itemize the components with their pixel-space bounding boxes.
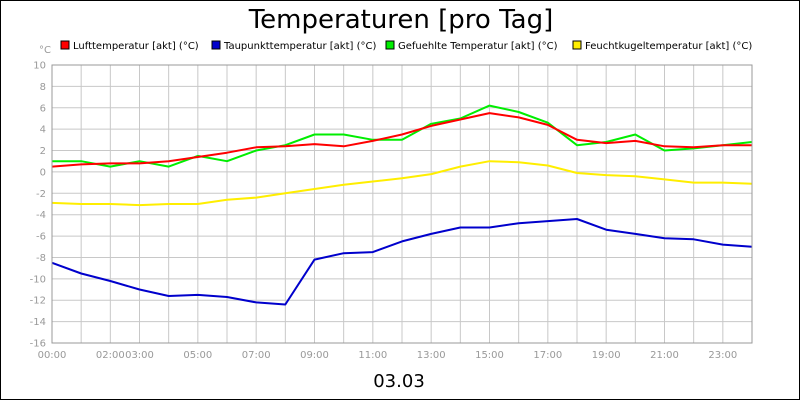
x-tick-label: 02:00 [96,350,125,361]
legend-swatch [385,40,395,50]
legend-label: Taupunkttemperatur [akt] (°C) [223,41,376,52]
x-tick-label: 05:00 [183,350,212,361]
x-tick-label: 21:00 [650,350,679,361]
y-axis-unit: °C [39,45,51,56]
x-tick-label: 03:00 [125,350,154,361]
legend-swatch [60,40,70,50]
y-tick-label: -6 [36,232,46,243]
y-tick-label: 8 [40,82,46,93]
x-tick-label: 23:00 [708,350,737,361]
y-tick-label: -16 [30,339,46,350]
y-tick-label: 4 [40,125,46,136]
legend-swatch [211,40,221,50]
legend-label: Feuchtkugeltemperatur [akt] (°C) [585,41,752,52]
y-tick-label: -14 [30,317,46,328]
legend-label: Lufttemperatur [akt] (°C) [73,41,199,52]
x-tick-label: 09:00 [300,350,329,361]
y-tick-label: -2 [36,189,46,200]
y-tick-label: -8 [36,253,46,264]
legend-label: Gefuehlte Temperatur [akt] (°C) [398,41,558,52]
x-tick-label: 00:00 [38,350,67,361]
y-tick-label: -4 [36,210,46,221]
x-tick-label: 19:00 [592,350,621,361]
series-line-1 [51,218,753,306]
x-tick-label: 07:00 [242,350,271,361]
x-tick-label: 17:00 [533,350,562,361]
legend: Lufttemperatur [akt] (°C) Taupunkttempera… [60,40,752,52]
y-tick-label: 10 [33,61,46,72]
y-tick-label: -10 [30,274,46,285]
x-tick-label: 15:00 [475,350,504,361]
x-tick-label: 13:00 [417,350,446,361]
legend-swatch [572,40,582,50]
series-line-0 [51,112,752,168]
series-lines [51,104,753,306]
plot-border [51,64,753,344]
series-line-3 [51,160,753,207]
grid [51,64,753,344]
date-label: 03.03 [373,371,425,392]
y-tick-label: 6 [40,103,46,114]
y-tick-label: 2 [40,146,46,157]
y-tick-label: 0 [40,167,46,178]
chart-title: Temperaturen [pro Tag] [248,5,554,35]
y-tick-label: -12 [30,296,46,307]
series-line-2 [52,104,753,168]
x-tick-label: 11:00 [358,350,387,361]
